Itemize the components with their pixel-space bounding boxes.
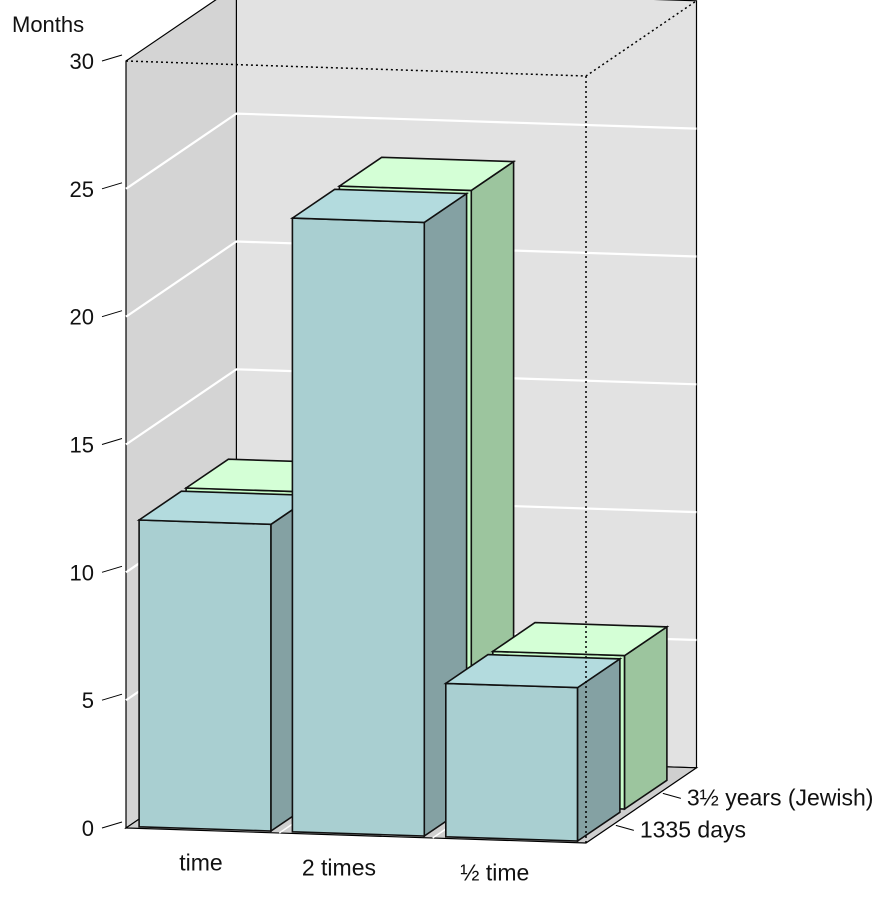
y-tick-mark	[101, 438, 123, 445]
y-tick-label: 30	[70, 49, 94, 74]
series-tick-mark	[615, 824, 634, 831]
bar-side	[623, 625, 668, 811]
grid-line	[125, 368, 697, 446]
bar-side	[576, 657, 621, 843]
series-tick-mark	[662, 792, 681, 799]
grid-line	[125, 112, 697, 190]
y-tick-mark	[101, 182, 123, 190]
y-axis-title: Months	[12, 12, 84, 37]
bar-face	[291, 217, 426, 837]
y-tick-label: 0	[82, 816, 94, 841]
series-label: 1335 days	[640, 816, 746, 842]
bar-top	[336, 156, 517, 192]
bar-top	[443, 653, 623, 689]
x-tick-label: 2 times	[302, 855, 376, 881]
x-tick-label: time	[179, 850, 222, 876]
y-tick-mark	[101, 565, 123, 573]
x-tick-label: ½ time	[460, 860, 529, 886]
y-tick-mark	[101, 693, 123, 701]
bar-front-1	[289, 188, 470, 838]
axis-labels: Months 0 5 10 15 20 25 30 time 2 times ½ time 1335…	[12, 12, 873, 886]
bar-face	[444, 682, 579, 842]
y-tick-label: 20	[70, 305, 94, 330]
y-tick-label: 15	[70, 433, 94, 458]
bar-front-2	[443, 653, 623, 843]
frame-lines	[125, 0, 697, 843]
grid-line	[125, 240, 697, 318]
y-tick-mark	[101, 54, 123, 62]
y-tick-mark	[101, 821, 123, 829]
bar-marks	[136, 156, 670, 843]
y-tick-label: 25	[70, 177, 94, 202]
y-tick-label: 5	[82, 688, 94, 713]
series-label: 3½ years (Jewish)	[687, 784, 874, 810]
bar-face	[138, 519, 272, 832]
bar-front-0	[136, 490, 316, 833]
bar-top	[289, 188, 470, 224]
bar-top	[490, 621, 670, 657]
y-tick-label: 10	[70, 560, 94, 585]
y-tick-mark	[101, 310, 123, 318]
